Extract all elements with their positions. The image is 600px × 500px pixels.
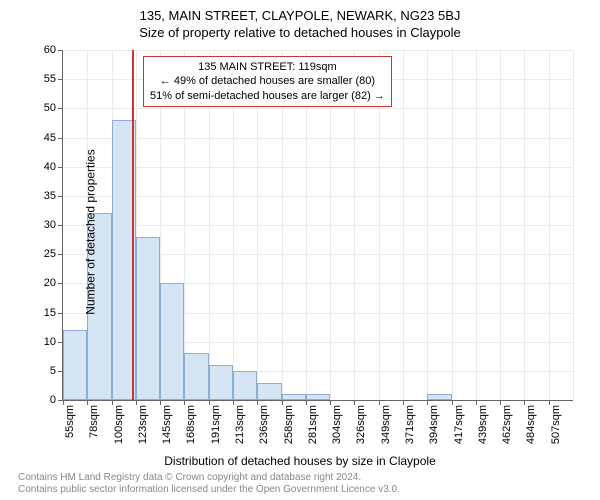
y-tick-label: 10 [26,336,56,348]
x-tick-label: 439sqm [477,405,489,445]
histogram-bar [184,353,208,400]
y-tick-label: 15 [26,307,56,319]
histogram-bar [136,237,160,400]
title-main: 135, MAIN STREET, CLAYPOLE, NEWARK, NG23… [0,0,600,23]
x-tick-label: 78sqm [88,405,100,445]
histogram-bar [160,283,184,400]
y-tick-mark [58,138,63,139]
y-tick-mark [58,79,63,80]
footnote-line2: Contains public sector information licen… [18,484,400,496]
grid-line-v [500,50,501,400]
x-tick-label: 191sqm [210,405,222,445]
title-sub: Size of property relative to detached ho… [0,23,600,40]
y-tick-label: 55 [26,73,56,85]
y-tick-label: 0 [26,394,56,406]
x-tick-label: 507sqm [550,405,562,445]
x-tick-label: 123sqm [137,405,149,445]
y-tick-label: 45 [26,132,56,144]
x-tick-label: 168sqm [185,405,197,445]
histogram-bar [63,330,87,400]
y-tick-mark [58,196,63,197]
y-tick-mark [58,167,63,168]
x-tick-label: 484sqm [525,405,537,445]
x-tick-label: 258sqm [283,405,295,445]
plot-area: 135 MAIN STREET: 119sqm ← 49% of detache… [62,50,573,401]
footnote: Contains HM Land Registry data © Crown c… [18,472,400,496]
chart-container: 135, MAIN STREET, CLAYPOLE, NEWARK, NG23… [0,0,600,500]
y-tick-label: 35 [26,190,56,202]
histogram-bar [306,394,330,400]
annotation-line3: 51% of semi-detached houses are larger (… [150,89,385,103]
grid-line-h [63,225,573,226]
x-tick-label: 462sqm [501,405,513,445]
histogram-bar [427,394,451,400]
grid-line-h [63,167,573,168]
grid-line-v [476,50,477,400]
grid-line-h [63,196,573,197]
marker-line [132,50,134,400]
x-tick-label: 349sqm [380,405,392,445]
x-tick-label: 213sqm [234,405,246,445]
x-tick-label: 281sqm [307,405,319,445]
grid-line-h [63,138,573,139]
y-tick-mark [58,50,63,51]
x-tick-label: 394sqm [428,405,440,445]
histogram-bar [233,371,257,400]
y-tick-mark [58,313,63,314]
histogram-bar [209,365,233,400]
footnote-line1: Contains HM Land Registry data © Crown c… [18,472,400,484]
y-tick-mark [58,254,63,255]
grid-line-h [63,50,573,51]
x-tick-label: 371sqm [404,405,416,445]
annotation-box: 135 MAIN STREET: 119sqm ← 49% of detache… [143,56,392,107]
grid-line-v [427,50,428,400]
grid-line-v [573,50,574,400]
x-tick-label: 304sqm [331,405,343,445]
x-tick-label: 55sqm [64,405,76,445]
x-tick-label: 145sqm [161,405,173,445]
y-axis-label: Number of detached properties [84,149,98,314]
grid-line-v [403,50,404,400]
x-tick-label: 326sqm [355,405,367,445]
y-tick-label: 20 [26,277,56,289]
y-tick-label: 60 [26,44,56,56]
histogram-bar [282,394,306,400]
y-tick-label: 5 [26,365,56,377]
y-tick-mark [58,225,63,226]
annotation-line1: 135 MAIN STREET: 119sqm [150,60,385,74]
x-axis-label: Distribution of detached houses by size … [0,454,600,468]
y-tick-mark [58,108,63,109]
grid-line-h [63,108,573,109]
y-tick-mark [58,283,63,284]
grid-line-v [524,50,525,400]
x-tick-label: 100sqm [113,405,125,445]
grid-line-v [549,50,550,400]
y-tick-label: 30 [26,219,56,231]
x-tick-label: 417sqm [453,405,465,445]
histogram-bar [257,383,281,401]
x-tick-label: 236sqm [258,405,270,445]
y-tick-label: 25 [26,248,56,260]
y-tick-label: 40 [26,161,56,173]
y-tick-label: 50 [26,102,56,114]
annotation-line2: ← 49% of detached houses are smaller (80… [150,74,385,88]
grid-line-v [452,50,453,400]
